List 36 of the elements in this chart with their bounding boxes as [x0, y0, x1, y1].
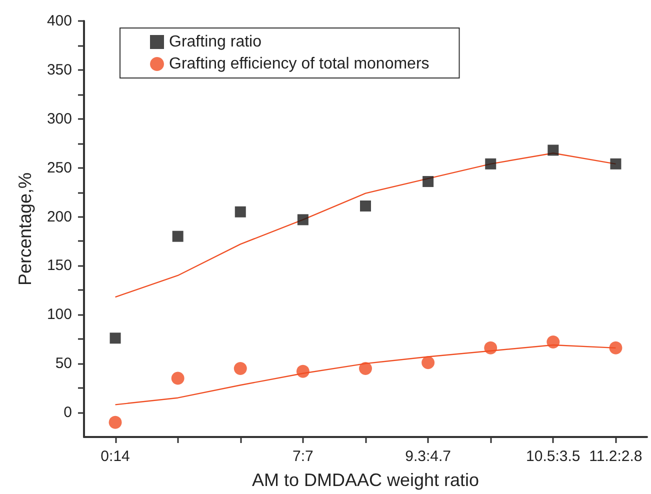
x-tick-label: 9.3:4.7	[405, 448, 451, 465]
point	[609, 341, 622, 354]
point	[108, 416, 122, 429]
point	[234, 206, 246, 218]
y-tick-label: 100	[46, 306, 72, 324]
y-tick-label: 400	[46, 12, 72, 30]
x-tick-label: 11.2:2.8	[589, 448, 642, 465]
point	[610, 158, 622, 170]
point	[110, 332, 121, 344]
point	[171, 372, 184, 385]
point	[546, 336, 560, 349]
point	[548, 144, 559, 156]
point	[422, 356, 435, 370]
legend-label: Grafting efficiency of total monomers	[169, 56, 430, 72]
y-tick-label: 250	[46, 159, 72, 176]
y-tick-label: 50	[55, 355, 72, 372]
point	[485, 158, 496, 170]
point	[172, 230, 184, 242]
x-tick-label: 10.5:3.5	[526, 448, 580, 465]
point	[234, 362, 247, 375]
x-tick-label: 7:7	[292, 448, 314, 465]
legend-label: Grafting ratio	[169, 34, 262, 50]
point	[360, 200, 371, 212]
y-tick-label: 350	[46, 61, 72, 78]
y-tick-label: 150	[46, 257, 72, 274]
point	[484, 341, 498, 354]
x-axis-title: AM to DMDAAC weight ratio	[252, 470, 480, 490]
point	[422, 176, 434, 188]
y-axis-title: Percentage,%	[15, 172, 35, 286]
point	[296, 364, 310, 378]
x-tick-label: 0:14	[100, 448, 130, 465]
y-tick-label: 0	[64, 404, 72, 422]
point	[297, 214, 308, 226]
y-tick-label: 300	[46, 110, 72, 128]
y-tick-label: 200	[46, 208, 72, 226]
point	[359, 362, 372, 375]
